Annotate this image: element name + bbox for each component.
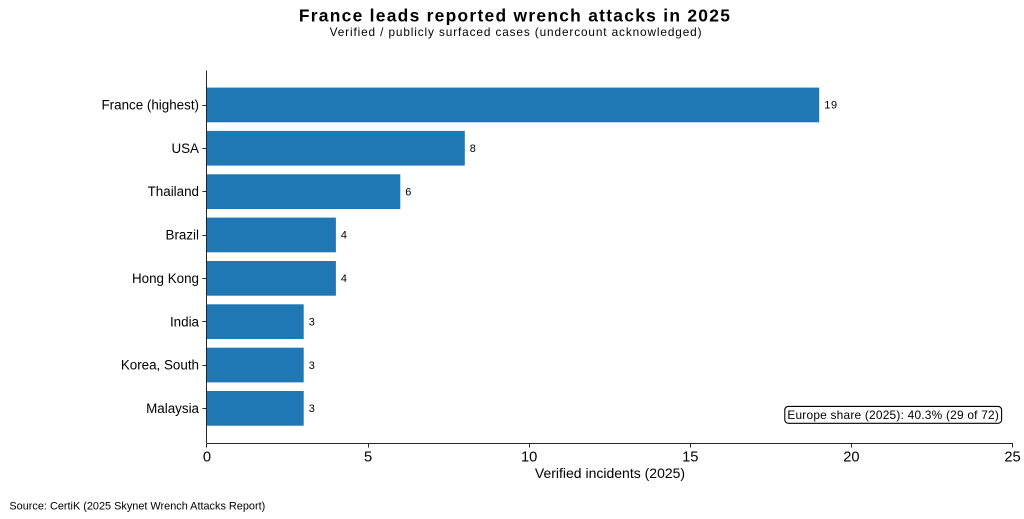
svg-text:Verified incidents (2025): Verified incidents (2025) xyxy=(535,465,685,481)
svg-text:3: 3 xyxy=(309,316,315,328)
svg-text:20: 20 xyxy=(843,450,859,466)
svg-text:India: India xyxy=(170,314,200,329)
svg-text:France leads reported wrench a: France leads reported wrench attacks in … xyxy=(299,6,731,26)
svg-text:Thailand: Thailand xyxy=(148,184,199,199)
svg-text:USA: USA xyxy=(171,141,199,156)
svg-text:25: 25 xyxy=(1004,450,1020,466)
svg-text:Korea, South: Korea, South xyxy=(121,358,199,373)
svg-text:Brazil: Brazil xyxy=(166,228,200,243)
svg-text:Hong Kong: Hong Kong xyxy=(132,271,199,286)
svg-text:Europe share (2025): 40.3% (29: Europe share (2025): 40.3% (29 of 72) xyxy=(787,408,999,422)
svg-text:Source: CertiK (2025 Skynet Wr: Source: CertiK (2025 Skynet Wrench Attac… xyxy=(9,501,265,513)
svg-text:0: 0 xyxy=(203,450,211,466)
svg-text:8: 8 xyxy=(470,143,476,155)
svg-text:4: 4 xyxy=(341,273,347,285)
svg-text:19: 19 xyxy=(824,100,838,112)
svg-text:15: 15 xyxy=(682,450,698,466)
svg-text:10: 10 xyxy=(521,450,537,466)
svg-text:Verified / publicly surfaced c: Verified / publicly surfaced cases (unde… xyxy=(330,25,703,39)
svg-text:6: 6 xyxy=(405,186,411,198)
svg-text:4: 4 xyxy=(341,230,347,242)
svg-text:3: 3 xyxy=(309,403,315,415)
svg-text:France (highest): France (highest) xyxy=(102,98,200,113)
svg-text:5: 5 xyxy=(364,450,372,466)
svg-text:Malaysia: Malaysia xyxy=(146,401,199,416)
svg-text:3: 3 xyxy=(309,360,315,372)
